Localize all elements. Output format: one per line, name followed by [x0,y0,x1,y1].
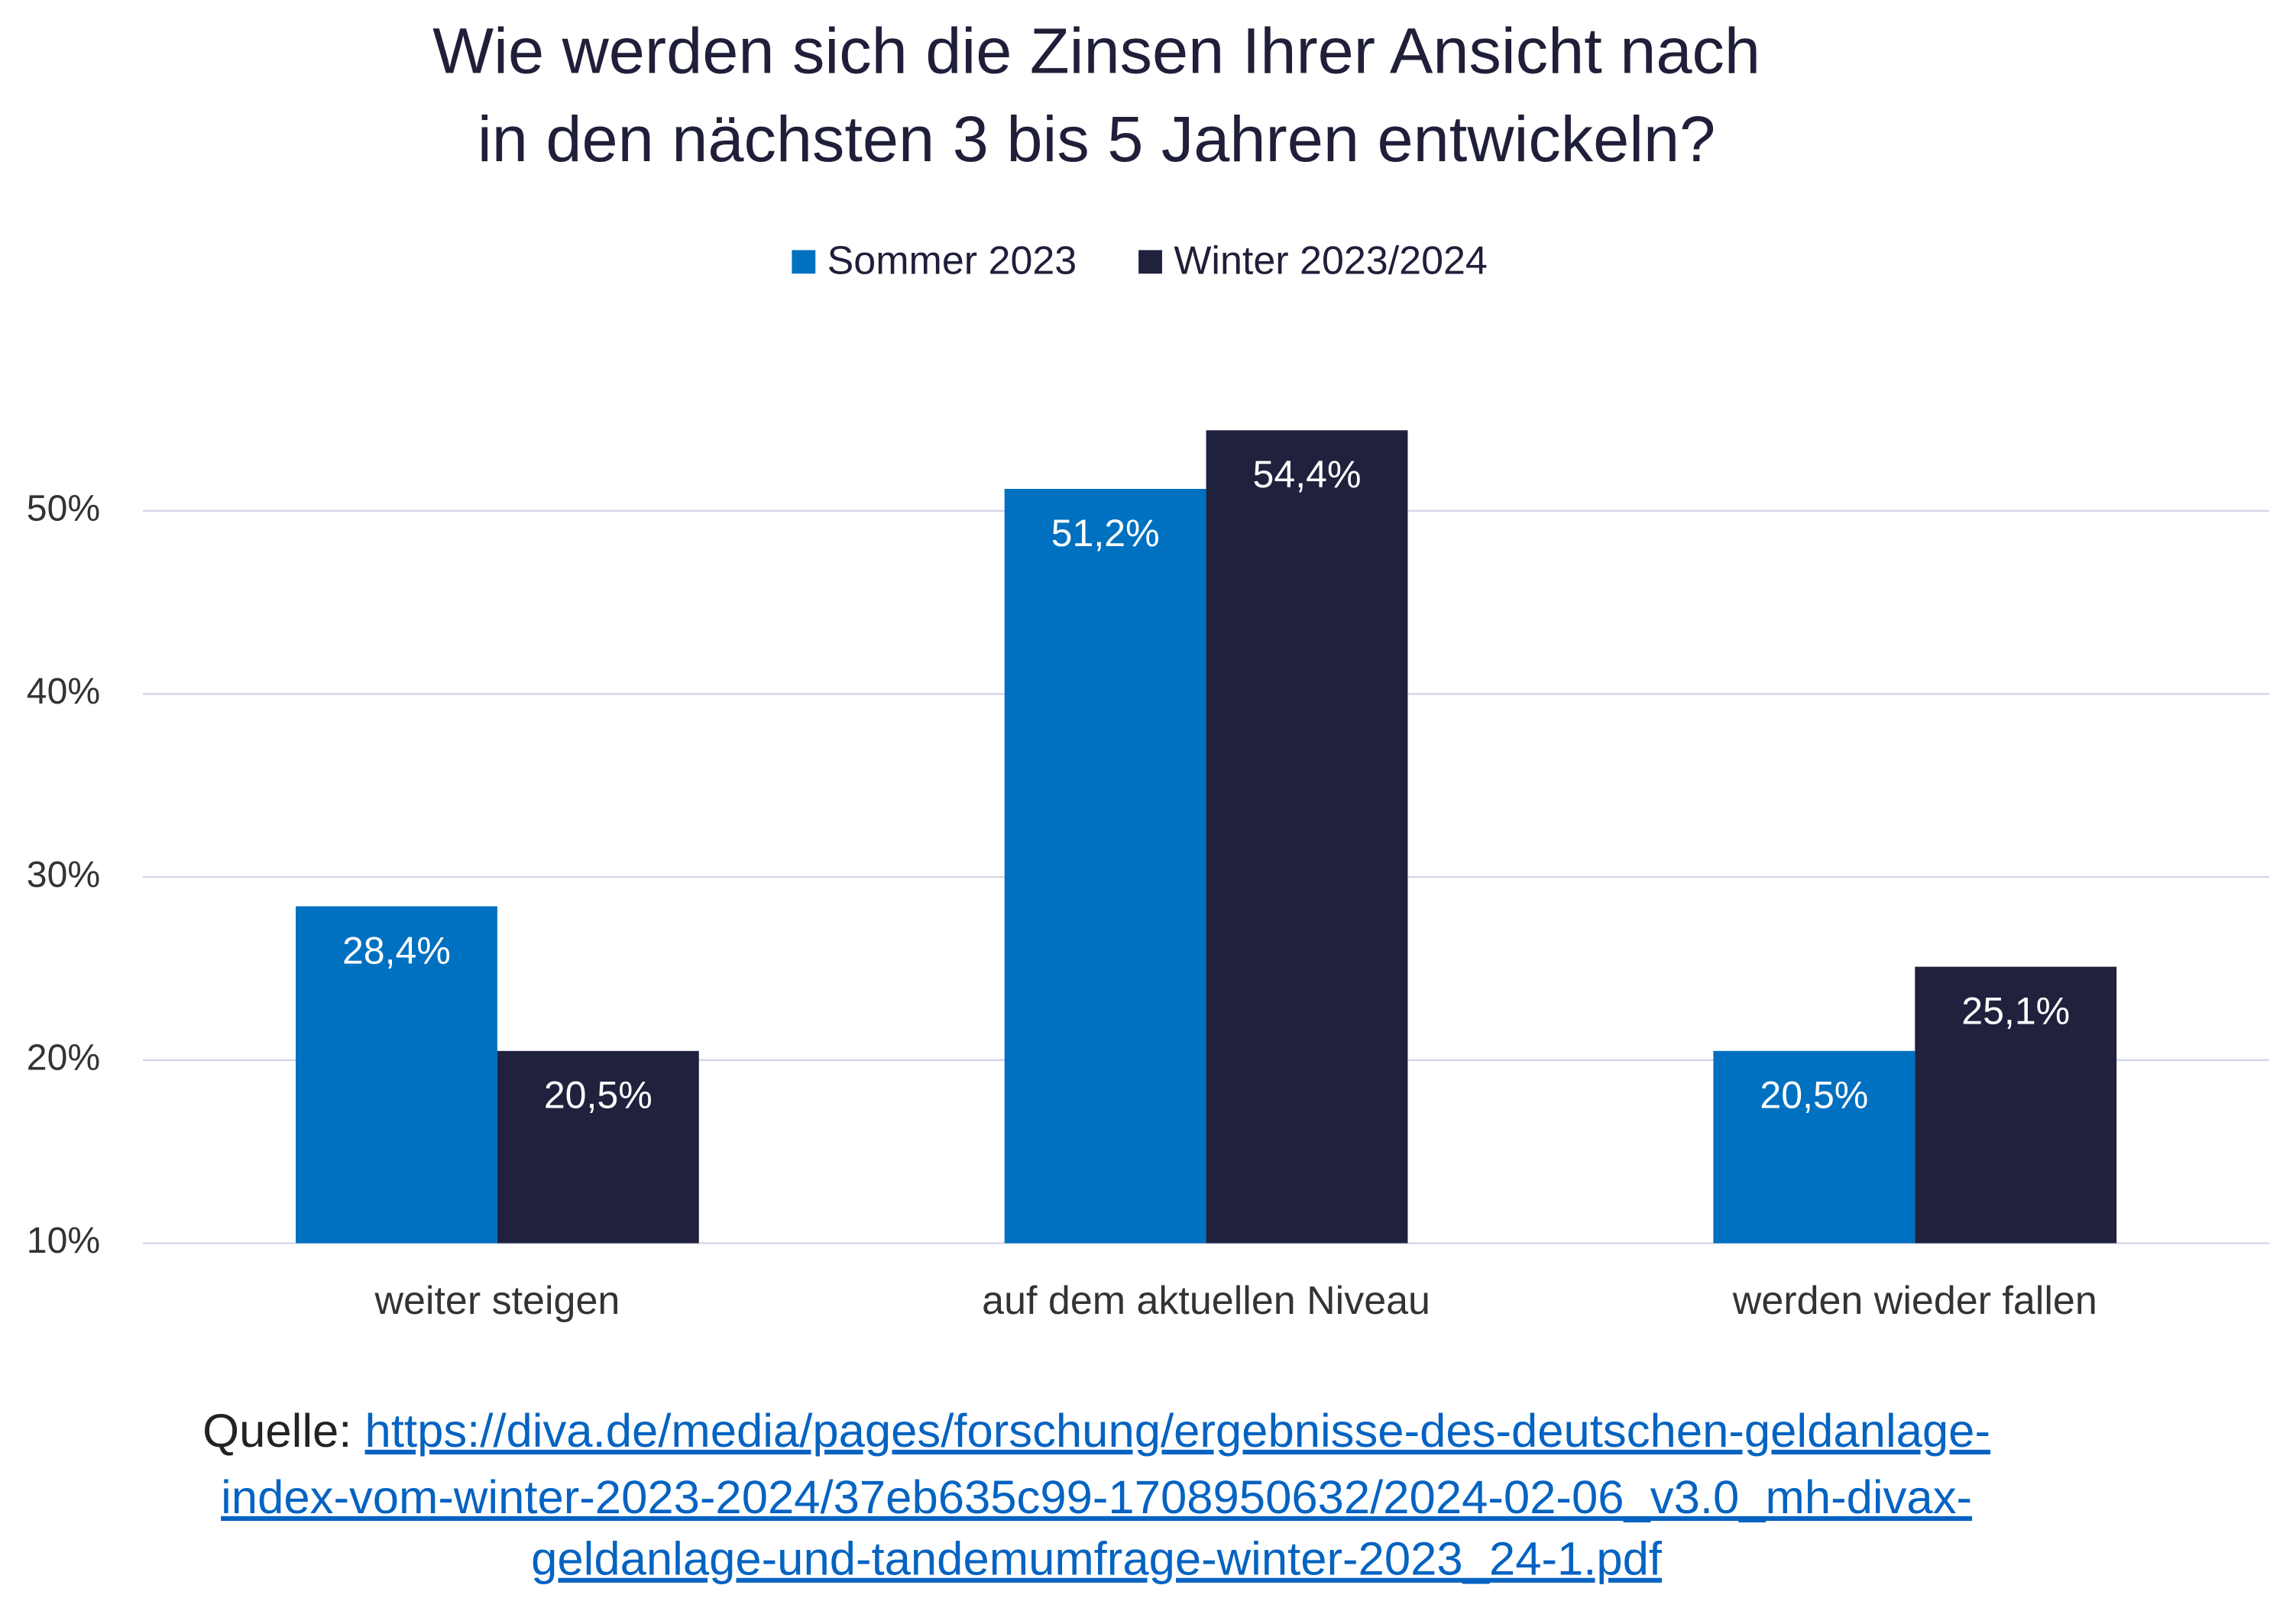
bar [497,1050,699,1244]
source-link[interactable]: https://diva.de/media/pages/forschung/er… [365,1405,1990,1457]
source-link[interactable]: index-vom-winter-2023-2024/37eb635c99-17… [221,1471,1972,1524]
x-tick-label: auf dem aktuellen Niveau [982,1279,1430,1323]
y-tick-label: 20% [27,1037,100,1079]
value-label: 51,2% [1051,512,1160,555]
chart-title: Wie werden sich die Zinsen Ihrer Ansicht… [432,15,1760,87]
legend-swatch [792,250,816,274]
source-label: Quelle: [202,1405,351,1457]
bar [296,906,497,1244]
y-tick-label: 10% [27,1220,100,1261]
chart-title: in den nächsten 3 bis 5 Jahren entwickel… [478,102,1715,175]
bar [1915,966,2117,1244]
legend-label: Sommer 2023 [827,238,1077,283]
source: Quelle: https://diva.de/media/pages/fors… [202,1405,1990,1457]
source-link[interactable]: geldanlage-und-tandemumfrage-winter-2023… [531,1533,1663,1586]
bar [1206,430,1408,1244]
value-label: 25,1% [1961,989,2070,1032]
bar [1004,488,1206,1244]
value-label: 54,4% [1253,453,1362,496]
value-label: 20,5% [1760,1074,1868,1117]
value-label: 20,5% [544,1074,653,1117]
y-tick-label: 30% [27,854,100,895]
x-tick-label: werden wieder fallen [1732,1279,2097,1323]
legend-label: Winter 2023/2024 [1174,238,1488,283]
y-tick-label: 40% [27,671,100,712]
y-tick-label: 50% [27,487,100,529]
bar [1713,1050,1915,1244]
value-label: 28,4% [342,929,451,972]
x-tick-label: weiter steigen [374,1279,620,1323]
legend-swatch [1138,250,1162,274]
